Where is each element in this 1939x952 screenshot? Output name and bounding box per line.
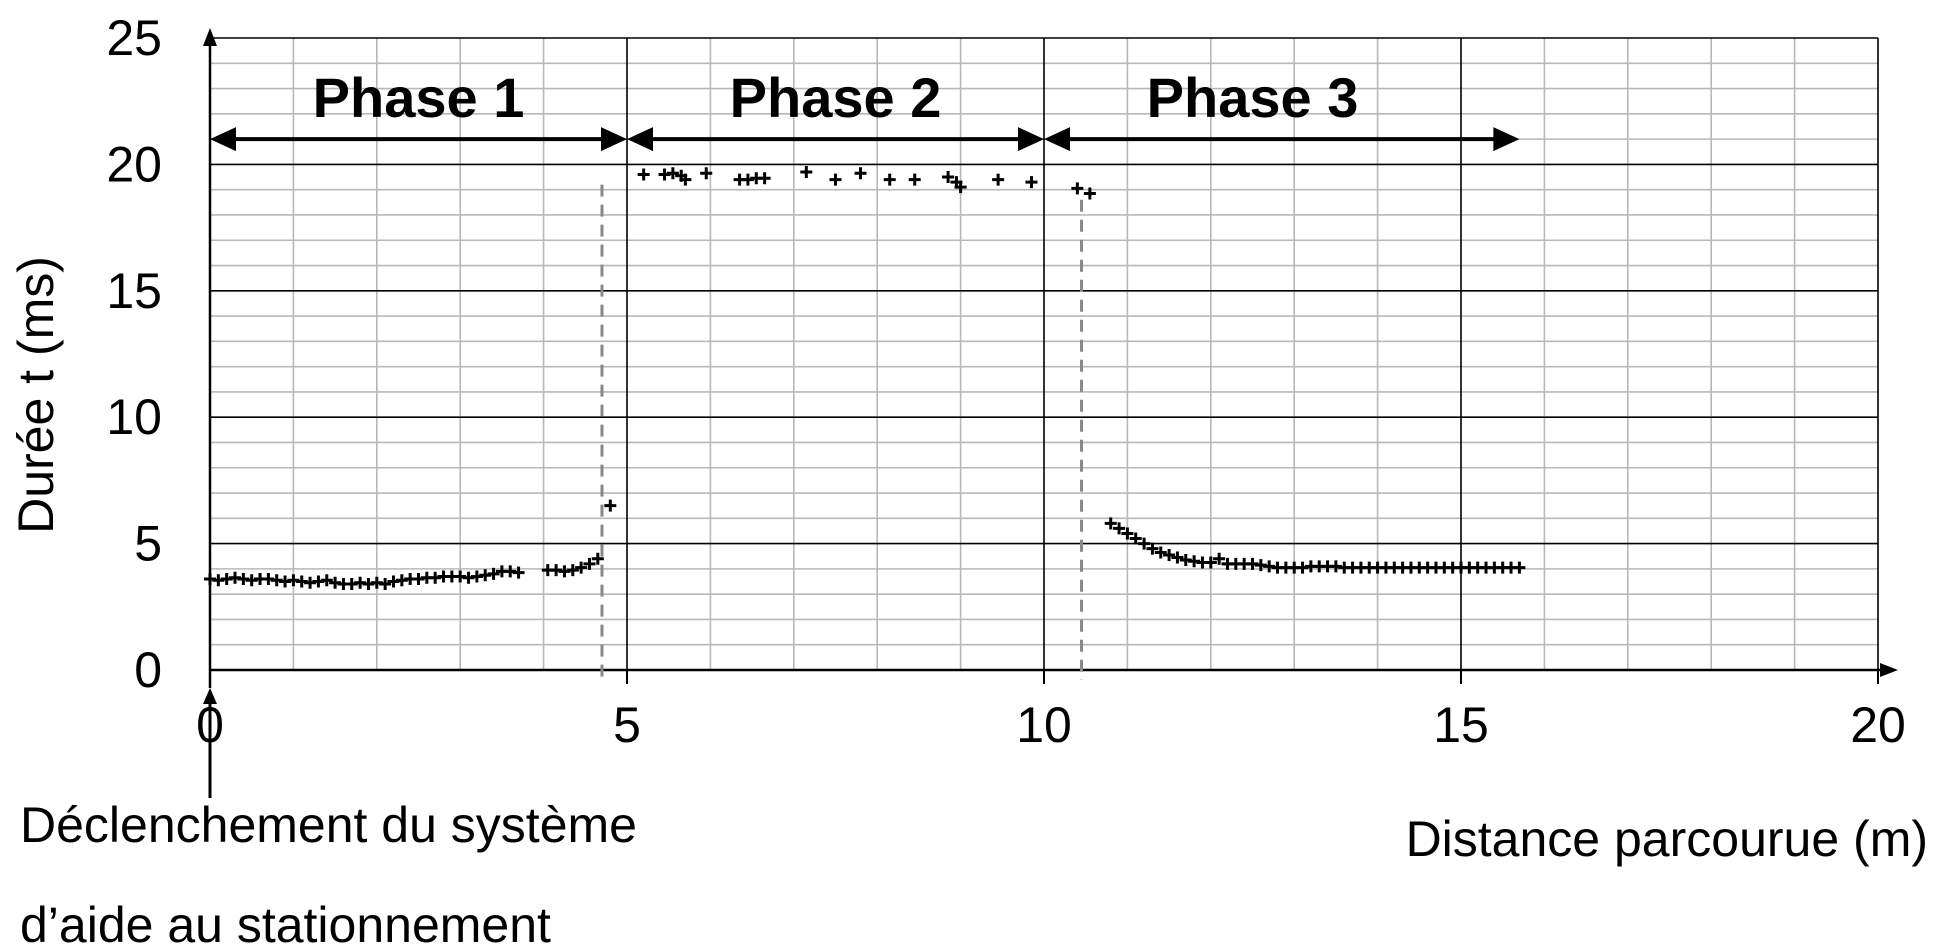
y-tick-label: 0 bbox=[134, 642, 162, 698]
phase-boundary-dashes bbox=[600, 184, 1084, 680]
data-point bbox=[829, 173, 842, 186]
x-tick-label: 10 bbox=[1016, 697, 1072, 753]
data-point bbox=[1083, 187, 1096, 200]
data-point bbox=[379, 578, 392, 591]
trigger-note-line-2: d’aide au stationnement bbox=[20, 897, 551, 952]
data-point bbox=[1138, 537, 1151, 550]
y-tick-label: 25 bbox=[106, 10, 162, 66]
data-point bbox=[1121, 527, 1134, 540]
data-point bbox=[1146, 542, 1159, 555]
data-point bbox=[1129, 532, 1142, 545]
phase-arrow-right-head bbox=[601, 127, 627, 152]
phase-arrow-left-head bbox=[627, 127, 653, 152]
data-point bbox=[1071, 182, 1084, 195]
x-axis-arrow bbox=[1880, 663, 1898, 677]
data-point bbox=[700, 167, 713, 180]
data-point bbox=[1025, 176, 1038, 189]
x-tick-label: 15 bbox=[1433, 697, 1489, 753]
data-point bbox=[583, 557, 596, 570]
data-point bbox=[1104, 517, 1117, 530]
phase-label: Phase 3 bbox=[1147, 66, 1359, 129]
phase-arrow-left-head bbox=[210, 127, 236, 152]
y-tick-label: 15 bbox=[106, 263, 162, 319]
y-tick-label: 10 bbox=[106, 389, 162, 445]
data-point bbox=[679, 173, 692, 186]
data-point bbox=[758, 172, 771, 185]
y-tick-label: 20 bbox=[106, 136, 162, 192]
data-point bbox=[1163, 548, 1176, 561]
data-point bbox=[666, 167, 679, 180]
data-point bbox=[1154, 546, 1167, 559]
phase-arrows: Phase 1 Phase 2 Phase 3 bbox=[210, 66, 1520, 152]
data-point bbox=[575, 561, 588, 574]
x-axis-title: Distance parcourue (m) bbox=[1406, 811, 1928, 867]
data-point bbox=[591, 552, 604, 565]
data-point bbox=[992, 173, 1005, 186]
data-point bbox=[800, 165, 813, 178]
data-point bbox=[320, 574, 333, 587]
data-points bbox=[204, 165, 1526, 591]
data-point bbox=[566, 564, 579, 577]
phase-arrow-right-head bbox=[1018, 127, 1044, 152]
data-point bbox=[512, 566, 525, 579]
data-point bbox=[883, 173, 896, 186]
data-point bbox=[1171, 551, 1184, 564]
data-point bbox=[1213, 552, 1226, 565]
phase-arrow-right-head bbox=[1493, 127, 1520, 152]
data-point bbox=[637, 168, 650, 181]
data-point bbox=[854, 167, 867, 180]
data-point bbox=[1204, 556, 1217, 569]
data-point bbox=[942, 171, 955, 184]
x-tick-label: 20 bbox=[1850, 697, 1906, 753]
trigger-note-line-1: Déclenchement du système bbox=[20, 797, 637, 853]
data-point bbox=[604, 499, 617, 512]
data-point bbox=[1113, 522, 1126, 535]
y-tick-label: 5 bbox=[134, 516, 162, 572]
phase-arrow-left-head bbox=[1044, 127, 1070, 152]
y-axis-title: Durée t (ms) bbox=[8, 256, 64, 534]
data-point bbox=[1513, 561, 1526, 574]
trigger-annotation: Déclenchement du système d’aide au stati… bbox=[20, 688, 637, 952]
y-axis-arrow bbox=[203, 28, 217, 46]
data-point bbox=[487, 567, 500, 580]
phase-label: Phase 2 bbox=[730, 66, 942, 129]
x-tick-label: 5 bbox=[613, 697, 641, 753]
trigger-arrow-head bbox=[203, 688, 217, 704]
data-point bbox=[954, 181, 967, 194]
data-point bbox=[908, 173, 921, 186]
phase-label: Phase 1 bbox=[313, 66, 525, 129]
